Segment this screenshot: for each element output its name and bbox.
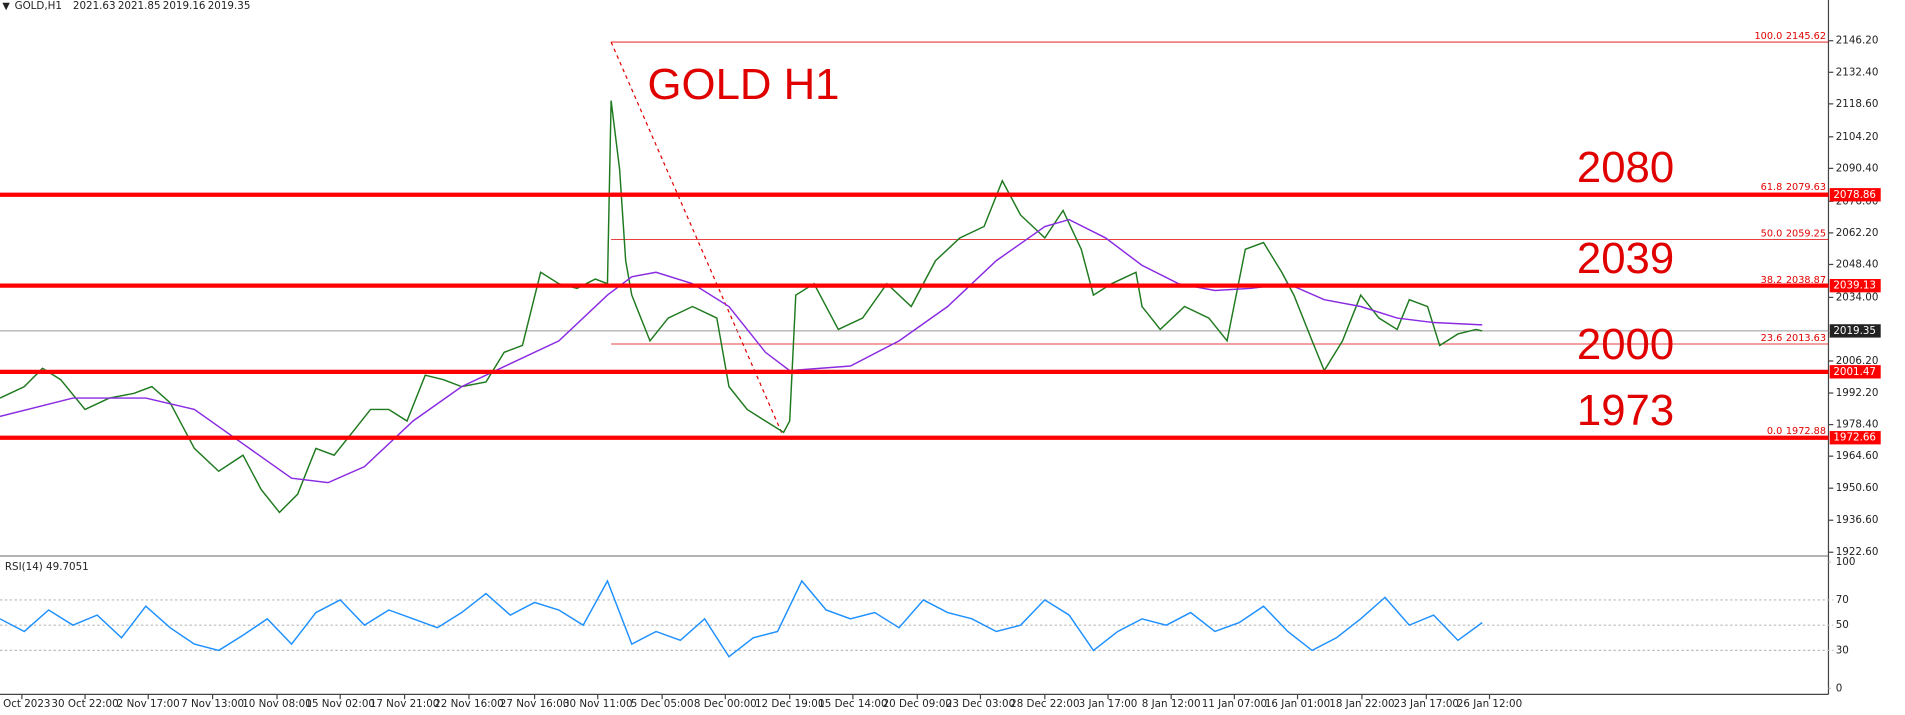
rsi-tick-label: 70 [1836, 594, 1849, 606]
fib-ratio: 23.6 [1761, 333, 1783, 344]
y-tick-label: 1936.60 [1836, 514, 1879, 526]
y-tick-label: 2146.20 [1836, 35, 1879, 47]
rsi-label: RSI(14) 49.7051 [5, 561, 89, 573]
x-tick-label: 30 Oct 22:00 [51, 698, 118, 710]
y-tick-label: 1992.20 [1836, 387, 1879, 399]
y-tick-label: 1978.40 [1836, 419, 1879, 431]
x-tick-label: 5 Dec 05:00 [631, 698, 694, 710]
header: GOLD,H1 2021.63 2021.85 2019.16 2019.35 [15, 0, 251, 12]
level-box [1829, 365, 1881, 379]
x-tick-label: 8 Jan 12:00 [1142, 698, 1201, 710]
x-tick-label: 23 Dec 03:00 [946, 698, 1015, 710]
x-tick-label: 16 Jan 01:00 [1265, 698, 1330, 710]
y-tick-label: 1922.60 [1836, 546, 1879, 558]
y-tick-label: 2034.00 [1836, 291, 1879, 303]
fib-ratio: 100.0 [1755, 31, 1783, 42]
x-tick-label: 18 Jan 22:00 [1329, 698, 1394, 710]
x-tick-label: 23 Jan 17:00 [1394, 698, 1459, 710]
chart-title: GOLD H1 [648, 60, 840, 109]
ohlc-value: 2019.35 [208, 0, 251, 12]
x-tick-label: 28 Dec 22:00 [1010, 698, 1079, 710]
symbol: GOLD,H1 [15, 0, 62, 12]
fib-price: 2059.25 [1786, 229, 1826, 240]
x-tick-label: 11 Jan 07:00 [1202, 698, 1267, 710]
price-line [0, 100, 1483, 514]
level-box [1829, 431, 1881, 445]
ohlc-value: 2019.16 [163, 0, 206, 12]
y-tick-label: 2006.20 [1836, 355, 1879, 367]
fib-ratio: 0.0 [1767, 426, 1782, 437]
fib-price: 2038.87 [1786, 275, 1826, 286]
x-tick-label: 20 Dec 09:00 [883, 698, 952, 710]
fib-ratio: 61.8 [1761, 182, 1783, 193]
x-tick-label: 27 Nov 16:00 [500, 698, 570, 710]
ohlc-value: 2021.85 [118, 0, 161, 12]
price-line [0, 579, 1483, 658]
rsi-tick-label: 50 [1836, 619, 1849, 631]
fib-price: 2145.62 [1786, 31, 1826, 42]
level-box [1829, 278, 1881, 293]
x-tick-label: 10 Nov 08:00 [242, 698, 312, 710]
y-tick-label: 2104.20 [1836, 131, 1879, 143]
ohlc-value: 2021.63 [73, 0, 116, 12]
y-tick-label: 2132.40 [1836, 66, 1879, 78]
y-tick-label: 2090.40 [1836, 162, 1879, 174]
level-label: 1973 [1577, 386, 1674, 435]
header-arrow: ▼ [2, 1, 10, 12]
y-tick-label: 2048.40 [1836, 258, 1879, 270]
fib-price: 2013.63 [1786, 333, 1826, 344]
y-tick-label: 1950.60 [1836, 482, 1879, 494]
x-tick-label: 30 Nov 11:00 [563, 698, 633, 710]
y-tick-label: 2118.60 [1836, 98, 1879, 110]
fib-ratio: 38.2 [1761, 275, 1783, 286]
x-tick-label: 2 Nov 17:00 [117, 698, 180, 710]
last-price: 2019.35 [1833, 325, 1876, 337]
x-tick-label: 22 Nov 16:00 [434, 698, 504, 710]
rsi-tick-label: 100 [1836, 556, 1856, 568]
level-box [1829, 188, 1881, 202]
rsi-tick-label: 30 [1836, 644, 1849, 656]
fib-ratio: 50.0 [1761, 229, 1783, 240]
x-tick-label: 7 Nov 13:00 [181, 698, 244, 710]
x-tick-label: 3 Jan 17:00 [1079, 698, 1138, 710]
level-price: 1972.66 [1833, 432, 1876, 444]
x-tick-label: 12 Dec 19:00 [755, 698, 824, 710]
last-price-box [1829, 324, 1881, 338]
level-price: 2078.86 [1833, 189, 1876, 201]
x-tick-label: 15 Dec 14:00 [818, 698, 887, 710]
fib-price: 1972.88 [1786, 426, 1826, 437]
level-label: 2080 [1577, 143, 1674, 192]
rsi-tick-label: 0 [1836, 682, 1843, 694]
x-tick-label: 17 Nov 21:00 [370, 698, 440, 710]
level-price: 2039.13 [1833, 280, 1876, 292]
fib-price: 2079.63 [1786, 182, 1826, 193]
level-price: 2001.47 [1833, 366, 1876, 378]
x-tick-label: 8 Dec 00:00 [694, 698, 757, 710]
level-label: 2039 [1577, 234, 1674, 283]
y-tick-label: 2062.20 [1836, 227, 1879, 239]
level-label: 2000 [1577, 320, 1674, 369]
y-tick-label: 1964.60 [1836, 450, 1879, 462]
x-tick-label: 15 Nov 02:00 [305, 698, 375, 710]
x-tick-label: 26 Jan 12:00 [1457, 698, 1522, 710]
x-tick-label: 6 Oct 2023 [0, 698, 50, 710]
